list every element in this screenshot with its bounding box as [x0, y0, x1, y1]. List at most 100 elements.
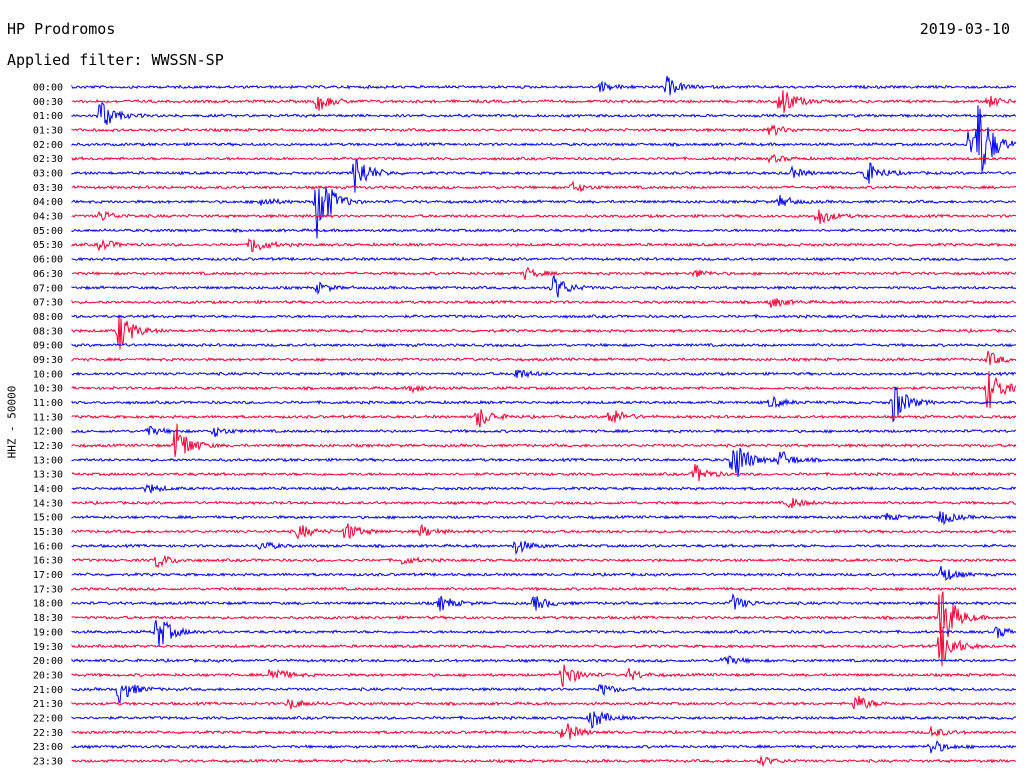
seismic-trace: [71, 695, 1017, 710]
seismic-trace: [71, 75, 1017, 96]
seismic-trace: [71, 90, 1017, 113]
row-time-label: 15:00: [33, 513, 63, 524]
row-time-label: 17:30: [33, 584, 63, 595]
seismic-trace: [71, 540, 1017, 556]
seismic-trace: [71, 227, 1017, 234]
row-time-label: 12:00: [33, 427, 63, 438]
seismic-trace: [71, 274, 1017, 298]
row-time-label: 11:30: [33, 412, 63, 423]
row-time-label: 06:30: [33, 269, 63, 280]
station-title: HP Prodromos: [7, 20, 116, 38]
row-time-label: 04:00: [33, 197, 63, 208]
row-time-label: 08:30: [33, 326, 63, 337]
row-time-label: 20:00: [33, 656, 63, 667]
seismic-trace: [71, 266, 1017, 280]
row-time-label: 21:30: [33, 699, 63, 710]
seismic-trace: [71, 447, 1017, 477]
seismic-trace: [71, 497, 1017, 509]
seismic-trace: [71, 592, 1017, 612]
seismic-trace: [71, 511, 1017, 526]
seismic-trace: [71, 350, 1017, 366]
seismic-trace: [71, 386, 1017, 423]
seismic-trace: [71, 313, 1017, 320]
row-time-label: 09:00: [33, 341, 63, 352]
row-time-label: 18:30: [33, 613, 63, 624]
row-time-label: 03:30: [33, 183, 63, 194]
row-time-label: 23:30: [33, 756, 63, 767]
seismic-trace: [71, 684, 1017, 704]
row-time-label: 20:30: [33, 670, 63, 681]
row-time-label: 21:00: [33, 685, 63, 696]
row-time-label: 14:30: [33, 498, 63, 509]
seismic-trace: [71, 620, 1017, 647]
row-time-label: 07:00: [33, 283, 63, 294]
row-time-label: 05:00: [33, 226, 63, 237]
filter-label: Applied filter: WWSSN-SP: [7, 51, 224, 69]
seismic-trace: [71, 523, 1017, 540]
seismic-trace: [71, 664, 1017, 688]
row-time-label: 22:00: [33, 713, 63, 724]
seismic-trace: [71, 369, 1017, 379]
seismic-trace: [71, 591, 1017, 638]
seismic-trace: [71, 483, 1017, 494]
row-time-label: 14:00: [33, 484, 63, 495]
row-time-label: 16:30: [33, 556, 63, 567]
date-label: 2019-03-10: [919, 20, 1010, 38]
row-time-label: 11:00: [33, 398, 63, 409]
seismic-trace: [71, 586, 1017, 592]
seismic-trace: [71, 409, 1017, 428]
row-time-label: 02:30: [33, 154, 63, 165]
row-time-label: 13:30: [33, 470, 63, 481]
row-time-label: 03:00: [33, 169, 63, 180]
seismic-trace: [71, 105, 1017, 172]
row-time-label: 12:30: [33, 441, 63, 452]
row-time-label: 19:00: [33, 627, 63, 638]
seismic-trace: [71, 425, 1017, 438]
seismic-trace: [71, 256, 1017, 262]
row-time-label: 18:00: [33, 599, 63, 610]
seismic-trace: [71, 655, 1017, 665]
seismic-trace: [71, 124, 1017, 137]
row-time-label: 10:00: [33, 369, 63, 380]
row-time-label: 02:00: [33, 140, 63, 151]
row-time-label: 00:30: [33, 97, 63, 108]
seismic-trace: [71, 464, 1017, 482]
seismic-trace: [71, 622, 1017, 667]
row-time-label: 13:00: [33, 455, 63, 466]
row-time-label: 05:30: [33, 240, 63, 251]
seismic-trace: [71, 423, 1017, 457]
seismic-trace: [71, 555, 1017, 569]
seismic-trace: [71, 740, 1017, 754]
seismic-trace: [71, 187, 1017, 239]
row-time-label: 09:30: [33, 355, 63, 366]
row-time-label: 19:30: [33, 642, 63, 653]
seismic-trace: [71, 101, 1017, 125]
row-time-label: 00:00: [33, 83, 63, 94]
row-time-label: 07:30: [33, 298, 63, 309]
seismic-trace: [71, 755, 1016, 767]
seismic-trace: [71, 565, 1017, 582]
row-time-label: 23:00: [33, 742, 63, 753]
seismic-trace: [71, 342, 1017, 348]
seismic-trace: [71, 238, 1017, 253]
seismic-trace: [71, 153, 1017, 165]
row-time-label: 06:00: [33, 255, 63, 266]
seismic-trace: [71, 316, 1017, 350]
row-time-label: 08:00: [33, 312, 63, 323]
row-time-label: 04:30: [33, 212, 63, 223]
row-time-label: 01:00: [33, 111, 63, 122]
seismic-trace: [71, 158, 1017, 193]
row-time-label: 17:00: [33, 570, 63, 581]
seismic-trace: [71, 209, 1017, 225]
row-time-label: 16:00: [33, 541, 63, 552]
row-time-label: 22:30: [33, 728, 63, 739]
row-time-label: 01:30: [33, 126, 63, 137]
seismic-trace: [71, 180, 1017, 193]
row-time-label: 10:30: [33, 384, 63, 395]
seismic-trace: [71, 710, 1017, 729]
seismic-trace: [71, 371, 1017, 409]
row-time-label: 15:30: [33, 527, 63, 538]
seismic-trace: [71, 723, 1017, 740]
seismic-trace: [71, 298, 1017, 308]
